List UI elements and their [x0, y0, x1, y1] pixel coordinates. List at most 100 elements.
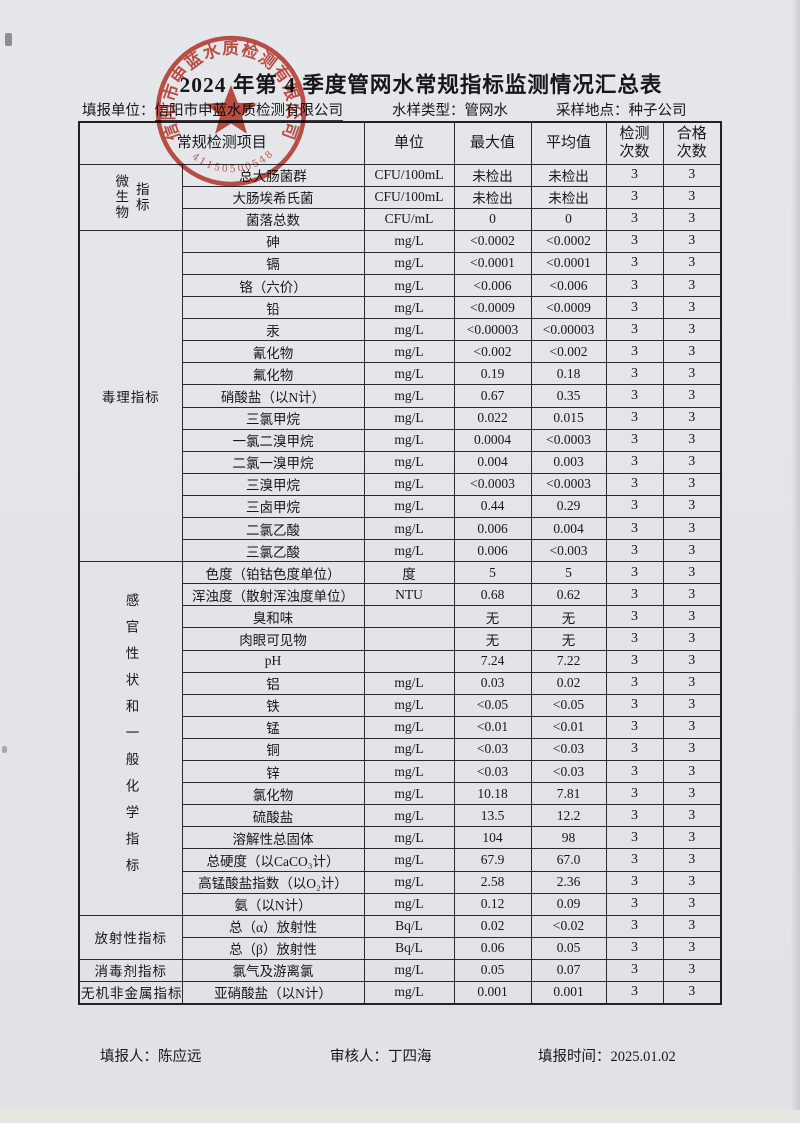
- table-row: 铝 mg/L 0.03 0.02 3 3: [79, 671, 722, 695]
- cell-max: <0.0001: [453, 251, 532, 275]
- cell-avg: 0.02: [530, 671, 607, 695]
- cell-max: <0.0002: [453, 229, 532, 253]
- cell-max: 7.24: [453, 649, 532, 673]
- cell-max: 0.02: [453, 914, 532, 938]
- cell-max: 2.58: [453, 870, 532, 894]
- table-row: 感官性状和一般化学指标 色度（铂钴色度单位）度 5 5 3 3: [78, 561, 722, 916]
- group-label-2: 感官性状和一般化学指标: [78, 561, 183, 916]
- header-count: 检测 次数: [605, 121, 664, 165]
- cell-avg: <0.01: [530, 715, 607, 739]
- header-pass: 合格 次数: [662, 121, 722, 165]
- table-row: 氯化物 mg/L 10.18 7.81 3 3: [79, 782, 722, 806]
- cell-item: 三溴甲烷: [181, 472, 365, 496]
- cell-max: 5: [453, 561, 532, 585]
- cell-avg: <0.0009: [530, 296, 607, 320]
- cell-item: 氨（以N计）: [181, 892, 365, 916]
- cell-item: 铜: [181, 737, 365, 762]
- cell-item: 铅: [181, 296, 365, 320]
- cell-pass: 3: [662, 914, 722, 938]
- scan-edge-shading: [791, 0, 800, 1123]
- cell-unit: 度: [363, 561, 455, 585]
- group-label-text: 毒理指标: [101, 389, 160, 405]
- cell-pass: 3: [662, 340, 722, 364]
- table-row: 硝酸盐（以N计） mg/L 0.67 0.35 3 3: [79, 384, 722, 408]
- cell-max: 0.19: [453, 362, 532, 386]
- cell-count: 3: [605, 561, 664, 585]
- table-row: 无机非金属指标 亚硝酸盐（以N计） mg/L 0.001 0.001 3 3: [78, 980, 722, 1005]
- cell-avg: 未检出: [530, 185, 607, 209]
- cell-item: 铁: [181, 693, 365, 717]
- cell-max: 无: [453, 627, 532, 651]
- cell-pass: 3: [662, 273, 722, 298]
- cell-unit: mg/L: [363, 693, 455, 717]
- cell-count: 3: [605, 980, 664, 1005]
- cell-unit: mg/L: [363, 782, 455, 806]
- cell-count: 3: [605, 362, 664, 386]
- cell-pass: 3: [662, 472, 722, 496]
- cell-max: 104: [453, 826, 532, 850]
- cell-pass: 3: [662, 494, 722, 519]
- cell-count: 3: [605, 450, 664, 474]
- cell-pass: 3: [662, 760, 722, 784]
- cell-avg: 0.004: [530, 516, 607, 541]
- scan-speck: [2, 746, 7, 753]
- group-label-4: 消毒剂指标: [78, 958, 183, 982]
- group-label-1: 毒理指标: [78, 229, 183, 563]
- cell-pass: 3: [662, 693, 722, 717]
- cell-pass: 3: [662, 251, 722, 275]
- cell-item: 氯气及游离氯: [181, 958, 365, 982]
- cell-item: 砷: [181, 229, 365, 253]
- cell-unit: mg/L: [363, 229, 455, 253]
- cell-count: 3: [605, 804, 664, 828]
- cell-unit: NTU: [363, 583, 455, 607]
- cell-avg: 12.2: [530, 804, 607, 828]
- cell-unit: mg/L: [363, 715, 455, 739]
- cell-item: 镉: [181, 251, 365, 275]
- cell-unit: Bq/L: [363, 914, 455, 938]
- cell-count: 3: [605, 737, 664, 762]
- header-pass-line2: 次数: [676, 144, 707, 161]
- cell-item: 锌: [181, 760, 365, 784]
- cell-item: 锰: [181, 715, 365, 739]
- table-row: 锰 mg/L <0.01 <0.01 3 3: [79, 715, 722, 739]
- cell-unit: mg/L: [363, 273, 455, 298]
- cell-max: <0.002: [453, 340, 532, 364]
- cell-unit: mg/L: [363, 472, 455, 496]
- cell-count: 3: [605, 251, 664, 275]
- cell-pass: 3: [662, 384, 722, 408]
- cell-pass: 3: [662, 848, 722, 872]
- cell-max: 0: [453, 207, 532, 231]
- cell-count: 3: [605, 318, 664, 342]
- cell-count: 3: [605, 428, 664, 452]
- cell-unit: mg/L: [363, 671, 455, 695]
- cell-avg: 0.015: [530, 406, 607, 430]
- cell-avg: <0.003: [530, 539, 607, 563]
- cell-pass: 3: [662, 715, 722, 739]
- cell-unit: mg/L: [363, 494, 455, 519]
- cell-item: 高锰酸盐指数（以O₂计）: [181, 870, 365, 894]
- cell-item: 汞: [181, 318, 365, 342]
- cell-unit: mg/L: [363, 296, 455, 320]
- cell-count: 3: [605, 870, 664, 894]
- table-header-row: 常规检测项目 单位 最大值 平均值 检测 次数 合格 次数: [78, 121, 722, 165]
- table-row: 铁 mg/L <0.05 <0.05 3 3: [79, 693, 722, 717]
- cell-pass: 3: [662, 428, 722, 452]
- cell-avg: 无: [530, 627, 607, 651]
- sampling-site: 采样地点：种子公司: [556, 99, 687, 120]
- cell-unit: CFU/100mL: [363, 163, 455, 187]
- cell-pass: 3: [662, 516, 722, 541]
- cell-pass: 3: [662, 450, 722, 474]
- cell-max: 0.004: [453, 450, 532, 474]
- cell-avg: <0.006: [530, 273, 607, 298]
- cell-max: <0.01: [453, 715, 532, 739]
- cell-count: 3: [605, 516, 664, 541]
- cell-unit: mg/L: [363, 760, 455, 784]
- cell-unit: mg/L: [363, 251, 455, 275]
- cell-max: <0.05: [453, 693, 532, 717]
- group-label-0: 微生物 指标: [78, 163, 183, 231]
- cell-avg: 0.09: [530, 892, 607, 916]
- cell-count: 3: [605, 163, 664, 187]
- cell-max: 13.5: [453, 804, 532, 828]
- table-row: 镉 mg/L <0.0001 <0.0001 3 3: [79, 251, 722, 275]
